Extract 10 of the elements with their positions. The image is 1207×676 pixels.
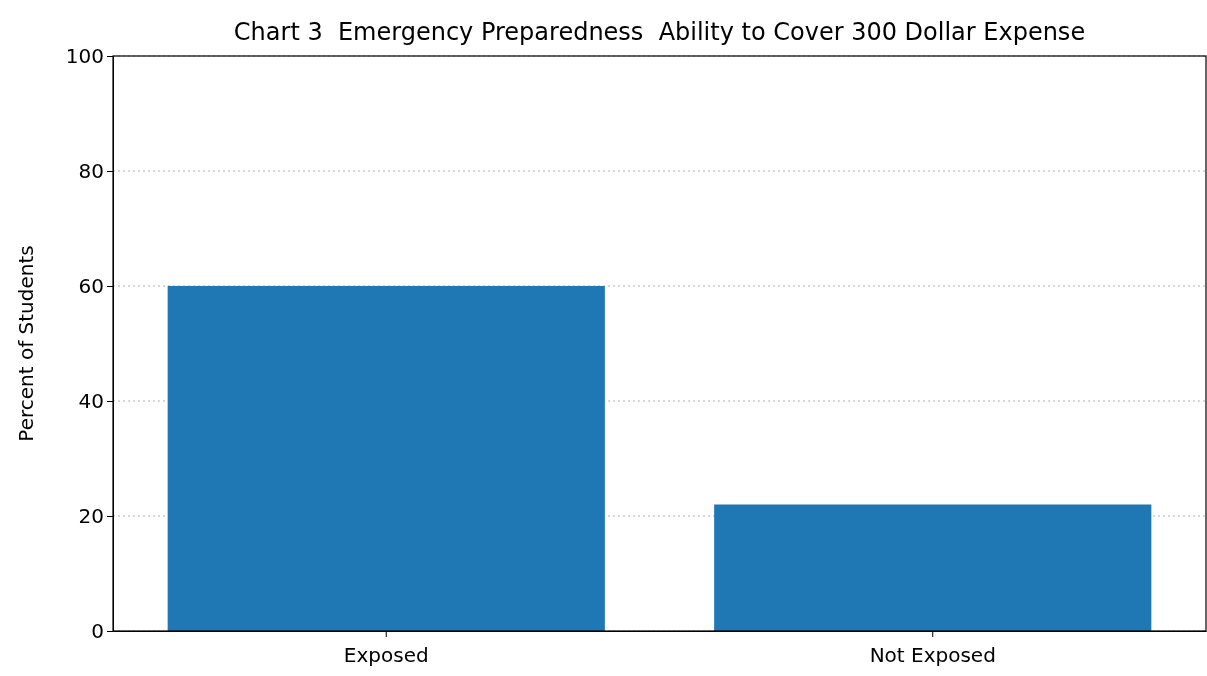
y-tick-label: 60 — [78, 273, 104, 298]
y-tick-label: 20 — [78, 503, 104, 528]
y-tick-label: 0 — [91, 618, 104, 643]
chart-title: Chart 3 Emergency Preparedness Ability to Cover 300 Dollar Expense — [233, 18, 1086, 46]
y-tick-label: 80 — [78, 158, 104, 183]
y-axis-title: Percent of Students — [14, 245, 38, 442]
y-tick-label: 100 — [65, 43, 104, 68]
x-tick-label: Not Exposed — [869, 643, 996, 667]
x-tick-label: Exposed — [343, 643, 429, 667]
y-tick-label: 40 — [78, 388, 104, 413]
